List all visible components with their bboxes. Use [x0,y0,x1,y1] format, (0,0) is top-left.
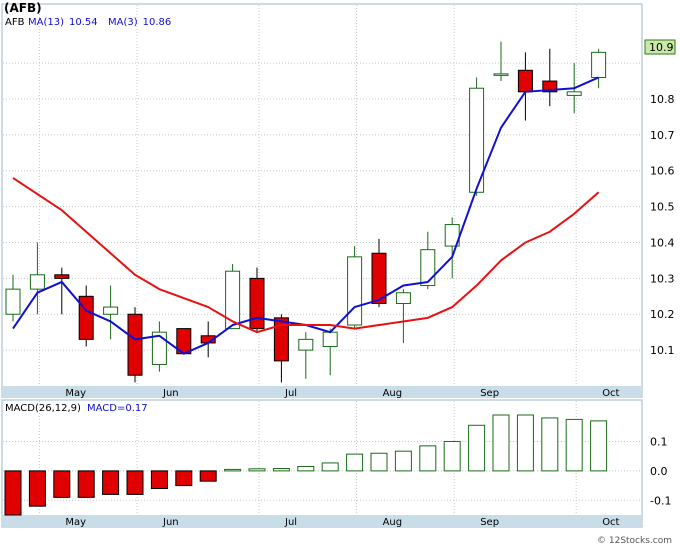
candle-down [78,295,94,340]
macd-bar-positive [321,462,339,472]
candle-down [249,277,265,330]
price-tick-label: 10.3 [650,272,675,285]
macd-month-label: Sep [480,517,499,528]
price-month-label: Sep [480,388,499,399]
macd-bar-negative [102,470,120,495]
price-month-label: Jul [284,388,297,399]
macd-value-label: MACD=0.17 [87,403,148,414]
price-tick-label: 10.8 [650,93,675,106]
candle-down [542,80,558,93]
macd-bar-positive [565,418,583,472]
macd-month-label: Jun [162,517,179,528]
macd-tick-label: 0.1 [650,435,668,448]
candle-up [5,288,21,315]
macd-bars [4,414,608,516]
price-tick-label: 10.1 [650,344,675,357]
price-tick-label: 10.4 [650,236,675,249]
macd-bar-negative [77,470,95,498]
candle-up [298,338,314,351]
candle-up [591,51,607,78]
macd-bar-negative [53,470,71,498]
macd-bar-negative [150,470,168,490]
macd-month-label: May [65,517,86,528]
macd-bar-positive [224,468,242,472]
price-date-band [3,386,641,398]
candle-up [395,292,411,304]
candle-up [225,270,241,330]
macd-date-band [3,515,641,527]
macd-bar-positive [419,445,437,472]
macd-bar-positive [590,420,608,472]
candle-down [273,317,289,362]
price-tick-label: 10.7 [650,129,675,142]
price-tick-label: 10.2 [650,308,675,321]
candle-up [420,249,436,287]
candle-up [103,306,119,315]
legend-symbol: AFB [5,17,25,28]
macd-bar-positive [492,414,510,472]
macd-month-label: Oct [602,517,619,528]
ma13-line [12,76,600,355]
price-axis: 10.1 10.2 10.3 10.4 10.5 10.6 10.7 10.8 [650,93,675,357]
ma3-line [12,177,600,334]
candle-up [29,274,45,290]
macd-axis: 0.1 0.0 -0.1 [650,435,671,507]
macd-month-label: Jul [284,517,297,528]
price-month-label: May [65,388,86,399]
legend-ma13: MA(13) 10.54 [28,17,98,28]
candle-down [127,313,143,376]
last-price-badge [644,39,676,55]
candle-down [54,274,70,279]
symbol-title: (AFB) [4,1,42,15]
macd-bar-negative [175,470,193,487]
candle-up [493,73,509,76]
macd-bar-positive [468,424,486,472]
macd-bar-negative [199,470,217,482]
macd-month-labels: May Jun Jul Aug Sep Oct [65,517,619,528]
legend-ma3: MA(3) 10.86 [108,17,171,28]
macd-bar-positive [370,452,388,472]
candle-up [322,331,338,348]
price-tick-label: 10.6 [650,165,675,178]
price-month-labels: May Jun Jul Aug Sep Oct [65,388,619,399]
candle-up [151,331,167,365]
macd-bar-negative [126,470,144,495]
price-tick-label: 10.5 [650,201,675,214]
candle-up [566,91,582,96]
macd-bar-negative [28,470,46,507]
candles [5,41,607,383]
macd-label: MACD(26,12,9) [5,403,81,414]
macd-bar-positive [516,414,534,472]
candle-up [469,87,485,193]
candle-down [371,252,387,304]
macd-month-label: Aug [383,517,403,528]
price-grid [3,5,641,386]
ma-lines [12,76,600,355]
macd-bar-positive [394,450,412,472]
macd-bar-positive [443,440,461,472]
price-month-label: Aug [383,388,403,399]
price-month-label: Oct [602,388,619,399]
macd-bar-negative [4,470,22,516]
macd-bar-positive [346,453,364,472]
macd-bar-positive [541,417,559,472]
last-price-value: 10.9 [649,41,674,54]
price-month-label: Jun [162,388,179,399]
macd-bar-positive [297,465,315,472]
candle-up [347,256,363,326]
price-panel [1,3,643,398]
candle-down [517,69,533,93]
macd-tick-label: -0.1 [650,494,671,507]
macd-bar-positive [248,468,266,472]
footer-credit: © 12Stocks.com [597,536,672,546]
macd-bar-positive [272,468,290,472]
macd-tick-label: 0.0 [650,465,668,478]
